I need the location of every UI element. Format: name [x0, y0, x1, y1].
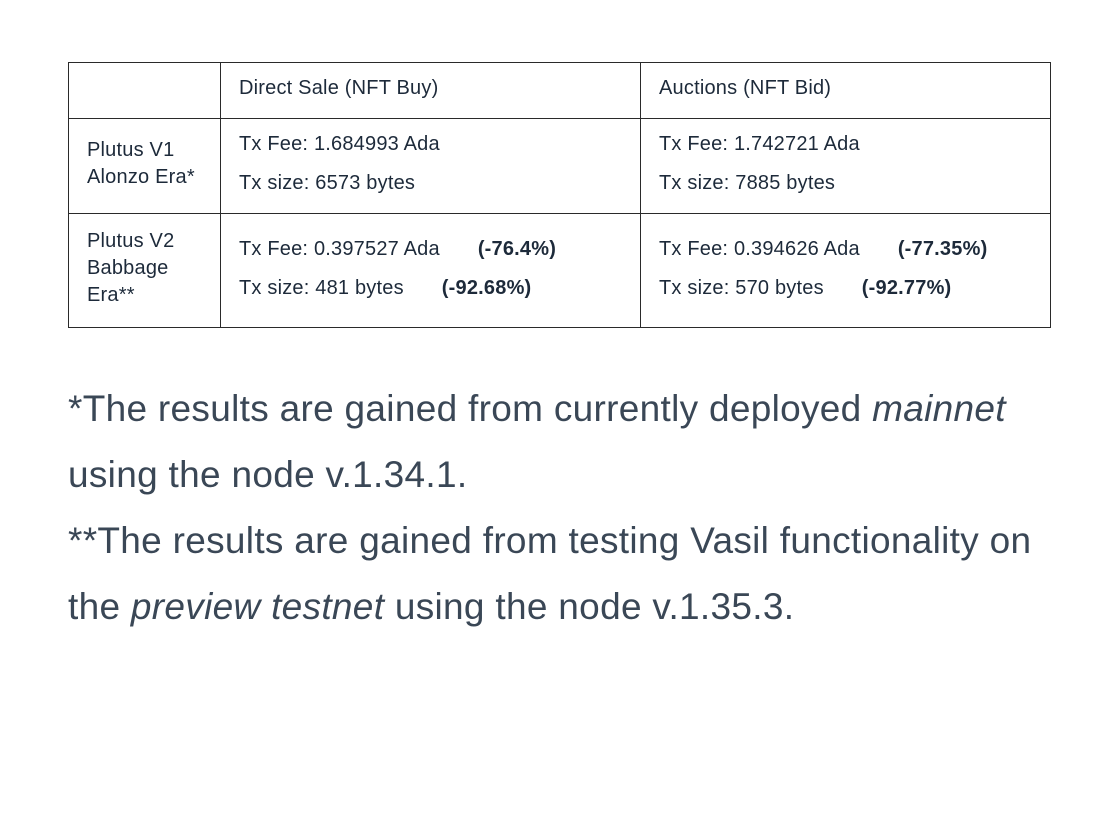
- metric-size-text: Tx size: 570 bytes: [659, 277, 824, 300]
- table-header-auction: Auctions (NFT Bid): [641, 63, 1051, 119]
- cell-v2-auction: Tx Fee: 0.394626 Ada (-77.35%) Tx size: …: [641, 214, 1051, 328]
- metric-size: Tx size: 6573 bytes: [239, 172, 622, 195]
- footnote-1: *The results are gained from currently d…: [68, 376, 1050, 508]
- metric-size: Tx size: 481 bytes (-92.68%): [239, 277, 622, 300]
- cell-v1-auction: Tx Fee: 1.742721 Ada Tx size: 7885 bytes: [641, 119, 1051, 214]
- metric-size: Tx size: 7885 bytes: [659, 172, 1032, 195]
- metric-fee-text: Tx Fee: 1.684993 Ada: [239, 133, 440, 156]
- metric-size: Tx size: 570 bytes (-92.77%): [659, 277, 1032, 300]
- cell-v1-direct: Tx Fee: 1.684993 Ada Tx size: 6573 bytes: [221, 119, 641, 214]
- table-row-v2: Plutus V2 Babbage Era** Tx Fee: 0.397527…: [69, 214, 1051, 328]
- metric-fee-text: Tx Fee: 0.397527 Ada: [239, 238, 440, 261]
- metric-size-text: Tx size: 7885 bytes: [659, 172, 835, 195]
- metric-fee-text: Tx Fee: 1.742721 Ada: [659, 133, 860, 156]
- table-header-empty: [69, 63, 221, 119]
- table-header-row: Direct Sale (NFT Buy) Auctions (NFT Bid): [69, 63, 1051, 119]
- metric-fee: Tx Fee: 1.684993 Ada: [239, 133, 622, 156]
- metric-size-delta: (-92.68%): [442, 277, 532, 300]
- metric-fee: Tx Fee: 0.394626 Ada (-77.35%): [659, 238, 1032, 261]
- row-label-v2: Plutus V2 Babbage Era**: [69, 214, 221, 328]
- comparison-table: Direct Sale (NFT Buy) Auctions (NFT Bid)…: [68, 62, 1051, 328]
- footnote-1-em: mainnet: [872, 388, 1006, 429]
- table-row-v1: Plutus V1 Alonzo Era* Tx Fee: 1.684993 A…: [69, 119, 1051, 214]
- metric-fee: Tx Fee: 1.742721 Ada: [659, 133, 1032, 156]
- footnote-1-pre: *The results are gained from currently d…: [68, 388, 872, 429]
- footnote-2: **The results are gained from testing Va…: [68, 508, 1050, 640]
- table-header-direct: Direct Sale (NFT Buy): [221, 63, 641, 119]
- metric-fee-delta: (-77.35%): [898, 238, 988, 261]
- metric-fee-text: Tx Fee: 0.394626 Ada: [659, 238, 860, 261]
- footnotes: *The results are gained from currently d…: [68, 376, 1050, 639]
- metric-fee-delta: (-76.4%): [478, 238, 556, 261]
- metric-fee: Tx Fee: 0.397527 Ada (-76.4%): [239, 238, 622, 261]
- footnote-1-post: using the node v.1.34.1.: [68, 454, 467, 495]
- footnote-2-post: using the node v.1.35.3.: [384, 586, 794, 627]
- metric-size-text: Tx size: 481 bytes: [239, 277, 404, 300]
- row-label-v1: Plutus V1 Alonzo Era*: [69, 119, 221, 214]
- metric-size-delta: (-92.77%): [862, 277, 952, 300]
- footnote-2-em: preview testnet: [131, 586, 384, 627]
- cell-v2-direct: Tx Fee: 0.397527 Ada (-76.4%) Tx size: 4…: [221, 214, 641, 328]
- metric-size-text: Tx size: 6573 bytes: [239, 172, 415, 195]
